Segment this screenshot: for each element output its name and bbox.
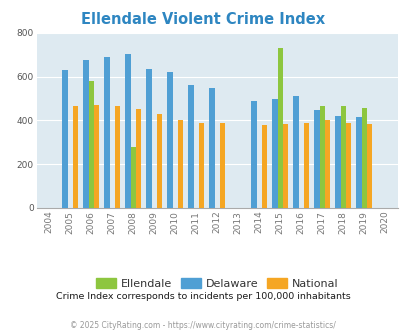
Bar [104,57,109,208]
Bar [345,123,350,208]
Bar [251,101,256,208]
Bar [282,124,288,208]
Bar [209,88,214,208]
Bar [156,114,162,208]
Bar [277,48,282,208]
Bar [188,85,193,208]
Bar [62,70,67,208]
Bar [198,123,204,208]
Bar [356,116,361,208]
Bar [319,106,324,208]
Bar [135,109,141,208]
Bar [361,109,366,208]
Bar [130,147,135,208]
Legend: Ellendale, Delaware, National: Ellendale, Delaware, National [92,274,341,293]
Bar [335,116,340,208]
Bar [219,123,224,208]
Text: Crime Index corresponds to incidents per 100,000 inhabitants: Crime Index corresponds to incidents per… [55,292,350,301]
Bar [293,96,298,208]
Bar [340,106,345,208]
Bar [261,125,266,208]
Bar [324,120,329,208]
Bar [146,69,151,208]
Bar [167,72,172,208]
Bar [115,106,120,208]
Bar [72,106,78,208]
Bar [88,81,94,208]
Text: Ellendale Violent Crime Index: Ellendale Violent Crime Index [81,12,324,26]
Bar [366,124,371,208]
Bar [177,120,183,208]
Bar [125,54,130,208]
Bar [272,99,277,208]
Bar [94,105,99,208]
Bar [303,123,308,208]
Text: © 2025 CityRating.com - https://www.cityrating.com/crime-statistics/: © 2025 CityRating.com - https://www.city… [70,321,335,330]
Bar [313,110,319,208]
Bar [83,60,88,208]
